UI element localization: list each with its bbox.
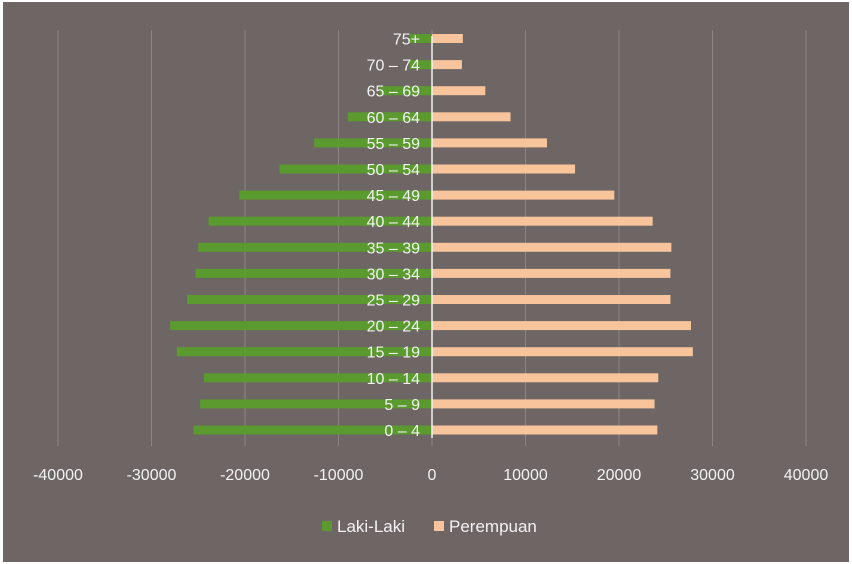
bar-laki-laki bbox=[187, 295, 432, 304]
bar-perempuan bbox=[432, 399, 655, 409]
legend-swatch bbox=[322, 521, 332, 531]
x-tick-label: 30000 bbox=[690, 467, 735, 484]
category-label: 20 – 24 bbox=[367, 319, 420, 336]
x-tick-label: -30000 bbox=[127, 467, 177, 484]
x-tick-label: -40000 bbox=[33, 467, 83, 484]
bar-laki-laki bbox=[200, 399, 432, 409]
bar-perempuan bbox=[432, 242, 672, 252]
category-label: 0 – 4 bbox=[384, 423, 420, 440]
bar-perempuan bbox=[432, 60, 462, 70]
category-label: 65 – 69 bbox=[367, 84, 420, 101]
category-label: 60 – 64 bbox=[367, 110, 420, 127]
bar-perempuan bbox=[432, 373, 659, 383]
legend-label: Perempuan bbox=[449, 517, 537, 536]
bar-laki-laki bbox=[176, 347, 432, 357]
bar-laki-laki bbox=[195, 268, 432, 278]
population-pyramid-chart: 0 – 4 5 – 9 10 – 14 15 – 19 20 – 24 25 – 29 30… bbox=[33, 30, 828, 536]
bar-laki-laki bbox=[170, 321, 432, 331]
bar-laki-laki bbox=[314, 138, 432, 148]
bar-laki-laki bbox=[409, 60, 432, 70]
category-label: 35 – 39 bbox=[367, 240, 420, 257]
category-labels: 0 – 4 5 – 9 10 – 14 15 – 19 20 – 24 25 – 29 30… bbox=[367, 32, 420, 441]
chart-frame: 0 – 4 5 – 9 10 – 14 15 – 19 20 – 24 25 – 29 30… bbox=[3, 2, 849, 562]
bar-perempuan bbox=[432, 138, 548, 148]
bars bbox=[170, 34, 693, 438]
bar-perempuan bbox=[432, 112, 511, 122]
x-tick-label: -10000 bbox=[314, 467, 364, 484]
bar-perempuan bbox=[432, 216, 653, 226]
category-label: 5 – 9 bbox=[384, 397, 420, 414]
bar-laki-laki bbox=[409, 34, 432, 43]
category-label: 15 – 19 bbox=[367, 345, 420, 362]
category-label: 55 – 59 bbox=[367, 136, 420, 153]
category-label: 40 – 44 bbox=[367, 214, 420, 231]
bar-laki-laki bbox=[198, 242, 432, 252]
category-label: 45 – 49 bbox=[367, 188, 420, 205]
bar-laki-laki bbox=[379, 86, 432, 96]
category-label: 25 – 29 bbox=[367, 293, 420, 310]
bar-laki-laki bbox=[208, 216, 432, 226]
category-label: 10 – 14 bbox=[367, 371, 420, 388]
x-tick-label: -20000 bbox=[220, 467, 270, 484]
bar-perempuan bbox=[432, 190, 615, 200]
bar-laki-laki bbox=[239, 190, 432, 200]
category-label: 75+ bbox=[393, 32, 420, 49]
bar-laki-laki bbox=[193, 425, 432, 435]
x-axis-tick-labels: -40000 -30000 -20000 -10000 0 10000 20000 30000… bbox=[33, 467, 828, 484]
bar-perempuan bbox=[432, 34, 463, 43]
legend: Laki-Laki Perempuan bbox=[322, 517, 537, 536]
bar-perempuan bbox=[432, 425, 658, 435]
category-label: 50 – 54 bbox=[367, 162, 420, 179]
category-label: 30 – 34 bbox=[367, 266, 420, 283]
bar-perempuan bbox=[432, 321, 691, 331]
bar-perempuan bbox=[432, 268, 671, 278]
bar-perempuan bbox=[432, 295, 671, 304]
x-tick-label: 0 bbox=[428, 467, 437, 484]
x-tick-label: 20000 bbox=[597, 467, 642, 484]
x-tick-label: 10000 bbox=[503, 467, 548, 484]
bar-perempuan bbox=[432, 164, 576, 174]
bar-laki-laki bbox=[203, 373, 432, 383]
bar-laki-laki bbox=[279, 164, 432, 174]
bar-perempuan bbox=[432, 347, 693, 357]
legend-label: Laki-Laki bbox=[337, 517, 405, 536]
category-label: 70 – 74 bbox=[367, 58, 420, 75]
bar-laki-laki bbox=[347, 112, 432, 122]
x-tick-label: 40000 bbox=[784, 467, 829, 484]
legend-swatch bbox=[434, 521, 444, 531]
bar-perempuan bbox=[432, 86, 486, 96]
